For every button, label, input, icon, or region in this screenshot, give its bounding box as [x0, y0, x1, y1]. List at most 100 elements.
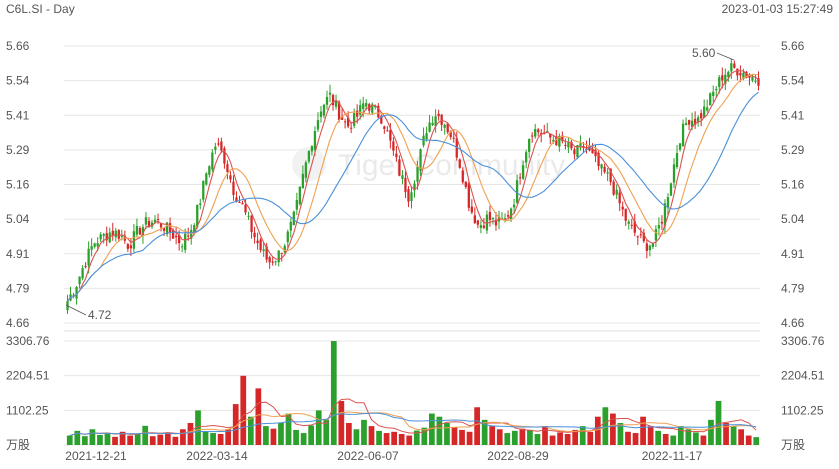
volume-bar [572, 429, 579, 445]
candle-body [687, 120, 691, 125]
candle-body [298, 186, 301, 205]
candle-body [506, 215, 510, 217]
candle-body [546, 130, 549, 132]
volume-bar [745, 435, 752, 445]
volume-tick-left: 3306.76 [6, 334, 50, 348]
candle-body [491, 217, 495, 219]
candle-body [277, 250, 280, 263]
volume-bar [187, 422, 194, 445]
candle-body [401, 175, 404, 179]
candle-body [374, 105, 377, 108]
candle-body [733, 63, 736, 68]
volume-bar [511, 430, 518, 445]
candle-body [678, 143, 682, 150]
candle-body [301, 173, 305, 189]
volume-bar [149, 436, 156, 445]
candle-body [684, 123, 688, 126]
candle-body [757, 78, 760, 86]
candle-body [467, 183, 470, 208]
candle-body [669, 183, 673, 196]
volume-tick-left: 1102.25 [6, 403, 49, 417]
high-annotation-leader [716, 52, 735, 61]
price-tick-left: 4.79 [6, 281, 30, 295]
ma-mid-line [67, 73, 759, 302]
candle-body [473, 215, 477, 224]
candle-body [156, 219, 160, 221]
price-tick-right: 5.29 [781, 143, 805, 157]
volume-bar [579, 426, 586, 445]
low-annotation-label: 4.72 [88, 308, 112, 322]
volume-tick-right: 万股 [781, 438, 805, 452]
candle-body [395, 153, 398, 158]
volume-tick-right: 1102.25 [781, 403, 824, 417]
price-tick-left: 5.41 [6, 108, 30, 122]
candle-body [531, 135, 534, 137]
volume-bar [74, 430, 81, 445]
candle-body [715, 88, 718, 91]
candle-body [464, 181, 467, 187]
candle-body [328, 92, 332, 95]
volume-bar [534, 433, 541, 445]
candle-body [99, 234, 102, 240]
candle-body [567, 142, 570, 148]
candle-body [639, 234, 642, 236]
volume-bar [247, 416, 254, 445]
volume-bar [753, 437, 760, 445]
candle-body [120, 235, 123, 237]
candle-body [621, 206, 624, 210]
price-tick-left: 4.66 [6, 316, 30, 330]
volume-bar [489, 426, 496, 445]
candle-body [117, 230, 120, 239]
volume-bar [323, 419, 330, 445]
candle-body [672, 164, 676, 183]
volume-bar [338, 400, 345, 445]
volume-bar [210, 433, 216, 445]
candle-body [721, 75, 724, 81]
volume-bar [723, 422, 729, 445]
candle-body [253, 232, 256, 238]
candle-body [404, 177, 407, 193]
volume-bar [104, 433, 111, 445]
volume-bar [738, 429, 745, 445]
volume-bar [406, 435, 413, 445]
candle-body [434, 116, 437, 127]
candle-body [509, 208, 513, 220]
volume-bar [217, 433, 224, 445]
volume-bar [625, 431, 631, 445]
candle-body [425, 133, 428, 140]
candle-body [712, 91, 715, 97]
candle-body [488, 212, 492, 221]
price-tick-right: 5.54 [781, 74, 805, 88]
candle-body [313, 131, 317, 150]
candle-body [573, 149, 576, 155]
volume-bar [527, 429, 533, 445]
volume-tick-left: 万股 [6, 438, 30, 452]
date-tick: 2021-12-21 [65, 449, 127, 463]
candle-body [452, 137, 455, 139]
volume-tick-right: 3306.76 [781, 334, 825, 348]
candle-body [75, 286, 78, 299]
candle-body [78, 276, 81, 285]
candle-body [591, 148, 594, 154]
candle-body [446, 123, 449, 133]
volume-bar [594, 416, 601, 445]
volume-bar [474, 407, 480, 445]
volume-bar [670, 435, 677, 445]
candle-body [392, 141, 395, 151]
volume-bar [640, 416, 646, 445]
candle-body [398, 159, 401, 176]
candle-body [751, 77, 754, 81]
volume-bar [263, 426, 269, 445]
candle-body [494, 219, 498, 226]
candle-body [636, 236, 639, 238]
volume-bar [315, 410, 322, 445]
candle-body [603, 166, 606, 173]
volume-bar [202, 431, 209, 445]
candle-body [340, 116, 344, 120]
candle-body [150, 222, 154, 227]
candle-body [159, 223, 163, 228]
candle-body [706, 107, 709, 111]
candle-body [262, 249, 265, 252]
volume-bar [677, 426, 684, 445]
candle-body [558, 135, 561, 147]
